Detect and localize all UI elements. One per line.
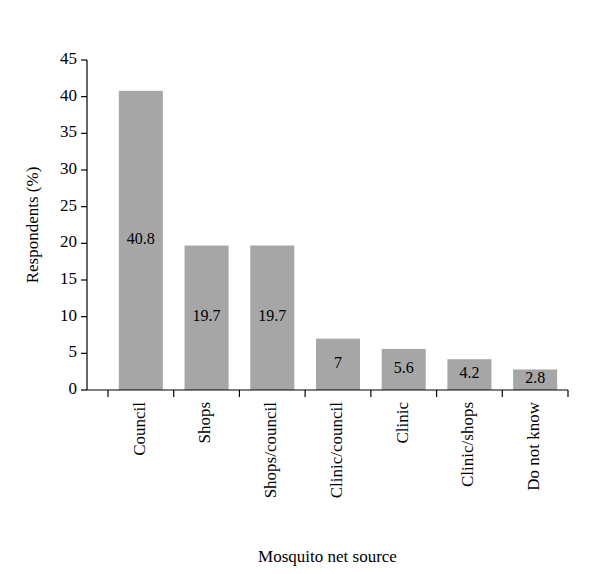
bar <box>513 369 557 390</box>
x-tick-label: Clinic <box>393 402 412 444</box>
data-label: 40.8 <box>127 230 155 247</box>
data-label: 5.6 <box>394 359 414 376</box>
y-tick-label: 25 <box>60 196 77 215</box>
bar <box>185 246 229 390</box>
y-axis-line <box>86 60 87 390</box>
y-tick-label: 5 <box>69 342 78 361</box>
chart: 40.8 19.7 19.7 7 5.6 4.2 2.8 0 5 10 15 20 25 30 35 40 45… <box>0 0 600 574</box>
y-tick <box>81 96 87 97</box>
data-label: 4.2 <box>459 364 479 381</box>
y-axis-title: Respondents (%) <box>23 167 42 284</box>
y-tick-label: 20 <box>60 232 77 251</box>
x-tick-label: Council <box>130 402 149 456</box>
y-tick <box>81 316 87 317</box>
x-tick <box>502 390 503 397</box>
bar <box>382 349 426 390</box>
y-tick <box>81 133 87 134</box>
bar <box>250 246 294 390</box>
bars <box>119 91 557 390</box>
y-tick-label: 40 <box>60 86 77 105</box>
y-tick-label: 45 <box>60 49 77 68</box>
data-label: 2.8 <box>525 369 545 386</box>
y-tick <box>81 389 87 390</box>
data-label: 7 <box>334 354 342 371</box>
bar <box>316 339 360 390</box>
data-label: 19.7 <box>258 307 286 324</box>
y-tick-label: 10 <box>60 306 77 325</box>
y-tick <box>81 59 87 60</box>
chart-container: 40.8 19.7 19.7 7 5.6 4.2 2.8 0 5 10 15 20 25 30 35 40 45… <box>0 0 600 574</box>
x-axis-line <box>87 389 568 390</box>
bar <box>447 359 491 390</box>
x-tick <box>567 390 568 397</box>
x-tick-label: Do not know <box>524 401 543 491</box>
x-tick <box>239 390 240 397</box>
x-tick <box>173 390 174 397</box>
y-tick <box>81 279 87 280</box>
x-tick <box>305 390 306 397</box>
x-tick-label: Shops <box>195 402 214 444</box>
x-tick-label: Shops/council <box>261 402 280 499</box>
x-tick <box>370 390 371 397</box>
data-label: 19.7 <box>193 307 221 324</box>
y-tick <box>81 243 87 244</box>
x-tick-label: Clinic/council <box>327 402 346 499</box>
y-tick-label: 15 <box>60 269 77 288</box>
x-axis-title: Mosquito net source <box>258 547 397 566</box>
y-tick-label: 0 <box>69 379 78 398</box>
y-tick-label: 35 <box>60 122 77 141</box>
y-tick-label: 30 <box>60 159 77 178</box>
bar <box>119 91 163 390</box>
y-tick <box>81 353 87 354</box>
x-tick <box>107 390 108 397</box>
y-tick <box>81 169 87 170</box>
y-tick <box>81 206 87 207</box>
x-tick <box>436 390 437 397</box>
x-tick-label: Clinic/shops <box>458 402 477 487</box>
